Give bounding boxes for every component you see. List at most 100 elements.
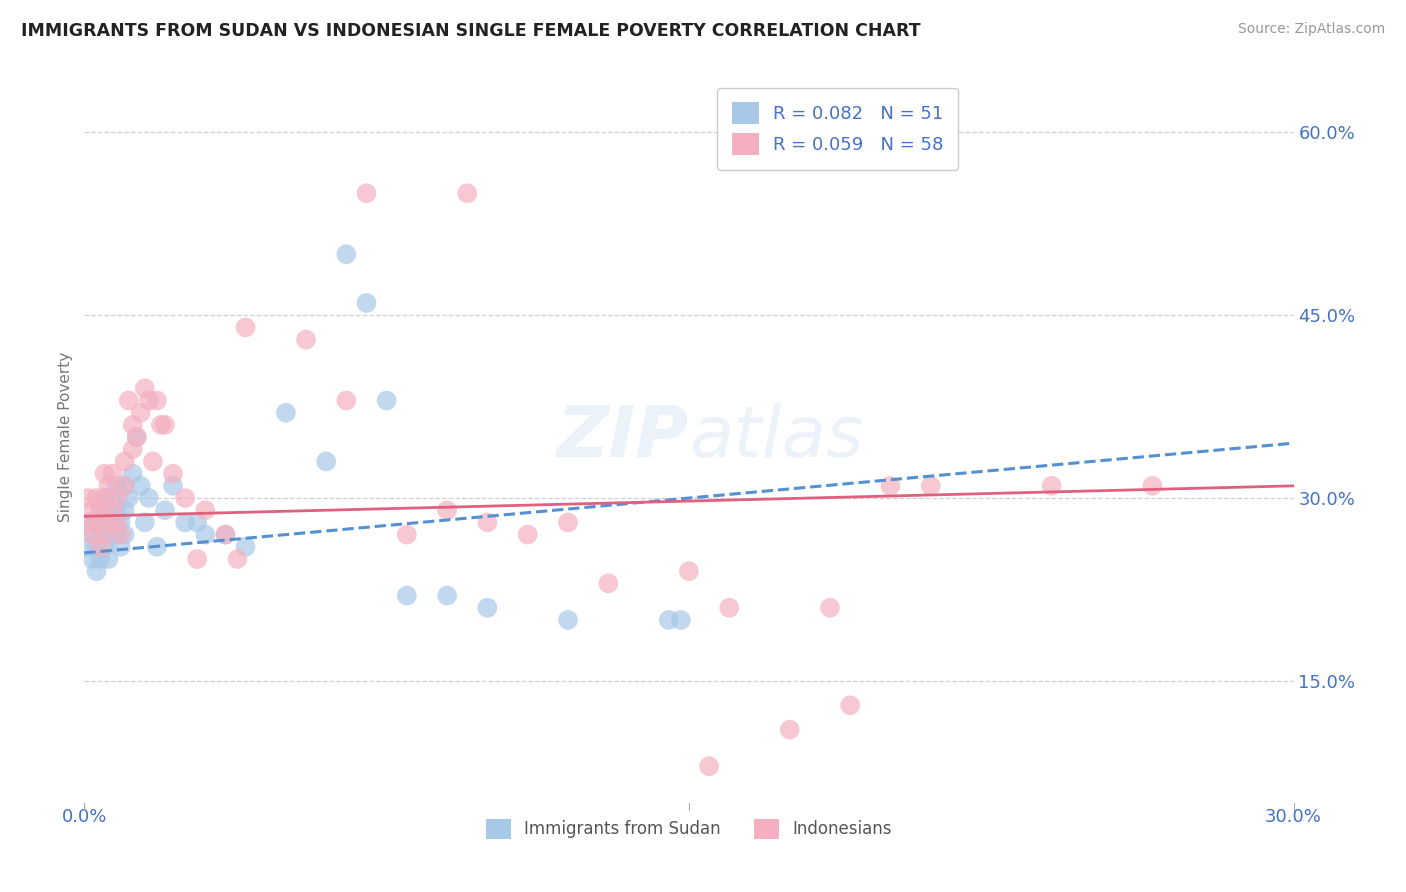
- Point: [89, 552, 111, 566]
- Point: [134, 381, 156, 395]
- Point: [395, 589, 418, 603]
- Point: [598, 576, 620, 591]
- Point: [839, 698, 862, 713]
- Point: [214, 527, 236, 541]
- Point: [110, 540, 132, 554]
- Text: Source: ZipAtlas.com: Source: ZipAtlas.com: [1237, 22, 1385, 37]
- Point: [97, 527, 120, 541]
- Point: [315, 454, 337, 468]
- Point: [82, 527, 104, 541]
- Point: [356, 296, 378, 310]
- Point: [335, 393, 357, 408]
- Text: IMMIGRANTS FROM SUDAN VS INDONESIAN SINGLE FEMALE POVERTY CORRELATION CHART: IMMIGRANTS FROM SUDAN VS INDONESIAN SING…: [21, 22, 921, 40]
- Point: [658, 613, 681, 627]
- Point: [149, 417, 172, 432]
- Point: [456, 186, 478, 201]
- Point: [153, 417, 176, 432]
- Point: [82, 527, 104, 541]
- Point: [86, 516, 108, 530]
- Point: [174, 491, 197, 505]
- Point: [93, 527, 115, 541]
- Point: [214, 527, 236, 541]
- Point: [97, 503, 120, 517]
- Point: [194, 503, 217, 517]
- Point: [105, 516, 128, 530]
- Point: [129, 406, 152, 420]
- Point: [125, 430, 148, 444]
- Point: [93, 516, 115, 530]
- Point: [110, 527, 132, 541]
- Point: [516, 527, 538, 541]
- Text: atlas: atlas: [689, 402, 863, 472]
- Point: [93, 491, 115, 505]
- Point: [118, 491, 141, 505]
- Point: [477, 516, 499, 530]
- Point: [105, 503, 128, 517]
- Point: [557, 516, 579, 530]
- Point: [138, 393, 160, 408]
- Legend: Immigrants from Sudan, Indonesians: Immigrants from Sudan, Indonesians: [479, 812, 898, 846]
- Point: [1142, 479, 1164, 493]
- Point: [356, 186, 378, 201]
- Point: [118, 393, 141, 408]
- Point: [162, 479, 184, 493]
- Point: [436, 589, 458, 603]
- Point: [1040, 479, 1063, 493]
- Point: [818, 600, 841, 615]
- Point: [110, 516, 132, 530]
- Point: [105, 491, 128, 505]
- Point: [114, 479, 136, 493]
- Point: [129, 479, 152, 493]
- Point: [779, 723, 801, 737]
- Point: [718, 600, 741, 615]
- Point: [105, 527, 128, 541]
- Point: [678, 564, 700, 578]
- Point: [194, 527, 217, 541]
- Point: [477, 600, 499, 615]
- Point: [557, 613, 579, 627]
- Point: [162, 467, 184, 481]
- Point: [93, 491, 115, 505]
- Point: [134, 516, 156, 530]
- Point: [77, 491, 100, 505]
- Point: [89, 503, 111, 517]
- Point: [77, 540, 100, 554]
- Point: [82, 503, 104, 517]
- Point: [93, 540, 115, 554]
- Point: [697, 759, 720, 773]
- Point: [274, 406, 297, 420]
- Point: [138, 491, 160, 505]
- Point: [89, 503, 111, 517]
- Point: [235, 540, 257, 554]
- Point: [153, 503, 176, 517]
- Point: [101, 516, 124, 530]
- Point: [125, 430, 148, 444]
- Point: [86, 491, 108, 505]
- Point: [186, 552, 208, 566]
- Point: [101, 503, 124, 517]
- Point: [93, 467, 115, 481]
- Point: [97, 552, 120, 566]
- Point: [86, 540, 108, 554]
- Point: [97, 479, 120, 493]
- Point: [235, 320, 257, 334]
- Point: [101, 467, 124, 481]
- Point: [97, 516, 120, 530]
- Point: [89, 540, 111, 554]
- Text: ZIP: ZIP: [557, 402, 689, 472]
- Point: [879, 479, 901, 493]
- Point: [146, 393, 169, 408]
- Point: [77, 516, 100, 530]
- Point: [669, 613, 692, 627]
- Point: [86, 516, 108, 530]
- Point: [114, 503, 136, 517]
- Point: [121, 442, 143, 457]
- Point: [114, 454, 136, 468]
- Point: [146, 540, 169, 554]
- Point: [174, 516, 197, 530]
- Point: [395, 527, 418, 541]
- Point: [121, 417, 143, 432]
- Y-axis label: Single Female Poverty: Single Female Poverty: [58, 352, 73, 522]
- Point: [295, 333, 318, 347]
- Point: [114, 527, 136, 541]
